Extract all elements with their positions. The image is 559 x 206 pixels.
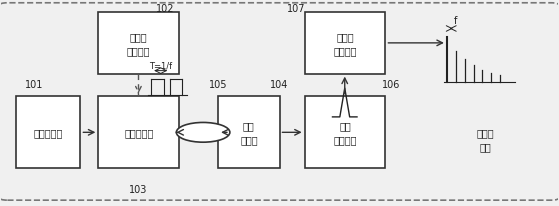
- Text: 太赫兹
光梳: 太赫兹 光梳: [477, 128, 495, 152]
- Text: 激光二极管: 激光二极管: [34, 128, 63, 138]
- Text: 103: 103: [129, 184, 148, 194]
- Text: 105: 105: [209, 80, 228, 90]
- Bar: [305, 13, 386, 74]
- Text: 102: 102: [156, 4, 174, 14]
- Text: f: f: [453, 16, 457, 26]
- Circle shape: [176, 123, 230, 143]
- Text: 106: 106: [382, 80, 400, 90]
- Bar: [305, 97, 386, 169]
- Text: 脉宽
压缩装置: 脉宽 压缩装置: [333, 121, 357, 145]
- Text: 104: 104: [271, 80, 288, 90]
- FancyBboxPatch shape: [0, 4, 559, 200]
- Bar: [98, 13, 179, 74]
- Text: 电脉冲
发生装置: 电脉冲 发生装置: [127, 32, 150, 56]
- Text: 功率
放大器: 功率 放大器: [240, 121, 258, 145]
- Text: 强度调制器: 强度调制器: [124, 128, 153, 138]
- Text: 101: 101: [25, 80, 44, 90]
- Text: T=1/f: T=1/f: [149, 61, 172, 70]
- Text: 太赫兹
发生装置: 太赫兹 发生装置: [333, 32, 357, 56]
- Text: 107: 107: [287, 4, 305, 14]
- Bar: [98, 97, 179, 169]
- Bar: [218, 97, 280, 169]
- Bar: [16, 97, 80, 169]
